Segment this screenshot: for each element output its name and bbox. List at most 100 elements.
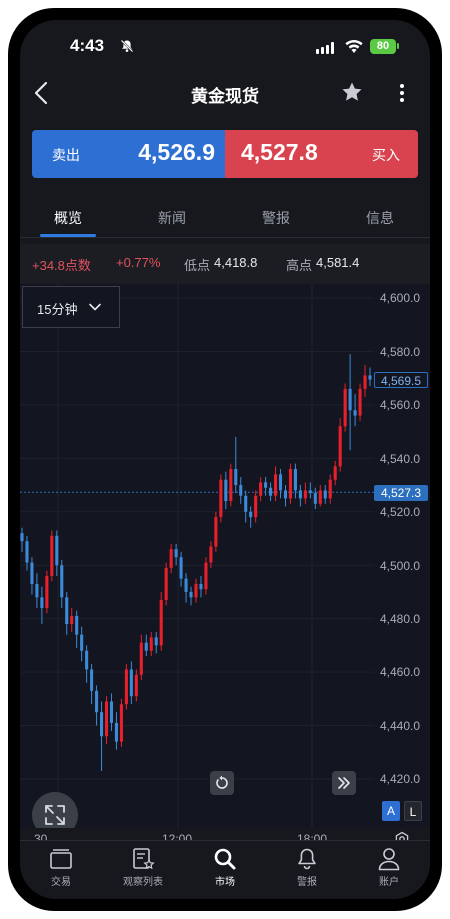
candlestick-plot xyxy=(20,284,374,828)
bottom-tab-label: 观察列表 xyxy=(123,877,163,888)
more-options-icon[interactable] xyxy=(394,82,410,104)
price-axis-label: 4,540.0 xyxy=(380,452,421,466)
candle-body xyxy=(308,490,312,494)
candle-body xyxy=(239,485,243,496)
candle-body xyxy=(338,426,342,467)
candle-body xyxy=(234,469,238,486)
bottom-tab-label: 交易 xyxy=(51,877,71,888)
candle-body xyxy=(353,410,357,416)
price-axis-label: 4,600.0 xyxy=(380,291,421,305)
bottom-tab-label: 市场 xyxy=(215,877,235,888)
candle-body xyxy=(264,482,268,488)
auto-scale-button[interactable]: A xyxy=(382,801,400,821)
timeframe-selector[interactable]: 15分钟 xyxy=(22,286,120,328)
candle-body xyxy=(149,637,153,651)
candle-body xyxy=(313,493,317,504)
candle-body xyxy=(288,469,292,499)
candle-body xyxy=(184,578,188,592)
price-stats-row: +34.8点数 +0.77% 低点 4,418.8 高点 4,581.4 xyxy=(20,244,430,284)
candle-body xyxy=(60,565,64,598)
bottom-tab-trade[interactable]: 交易 xyxy=(20,845,102,895)
candle-body xyxy=(293,469,297,491)
candle-body xyxy=(119,704,123,742)
candle-body xyxy=(154,637,158,646)
favorite-star-icon[interactable] xyxy=(340,80,364,104)
status-time: 4:43 xyxy=(70,36,105,55)
candle-body xyxy=(259,482,263,496)
bottom-tab-account[interactable]: 账户 xyxy=(348,845,430,895)
candle-body xyxy=(100,712,104,737)
candle-body xyxy=(283,490,288,499)
tab-bar: 概览 新闻 警报 信息 xyxy=(20,200,430,238)
battery-icon: 80 xyxy=(370,39,396,54)
price-axis-label: 4,520.0 xyxy=(380,505,421,519)
bottom-tab-alerts[interactable]: 警报 xyxy=(266,845,348,895)
candle-body xyxy=(35,583,39,598)
cellular-signal-icon xyxy=(316,42,336,54)
trade-icon xyxy=(50,849,72,869)
reset-zoom-button[interactable] xyxy=(210,771,234,795)
candle-body xyxy=(343,388,347,427)
price-axis-label: 4,500.0 xyxy=(380,559,421,573)
candle-body xyxy=(50,535,54,576)
candle-body xyxy=(249,511,253,518)
candle-body xyxy=(303,490,307,499)
price-chart[interactable]: 15分钟 4,600.0 4,580.0 4,560.0 4,540.0 4,5… xyxy=(20,284,430,850)
candle-body xyxy=(124,669,128,705)
candle-body xyxy=(244,495,248,512)
tab-news[interactable]: 新闻 xyxy=(158,210,186,226)
candle-body xyxy=(254,495,258,518)
price-axis-label: 4,560.0 xyxy=(380,398,421,412)
candle-body xyxy=(298,490,302,499)
candle-body xyxy=(269,487,273,496)
candle-body xyxy=(70,615,74,625)
app-screen: 4:43 80 黄金现货 卖出 xyxy=(20,20,430,899)
candle-body xyxy=(318,490,322,504)
candle-body xyxy=(139,642,143,675)
double-chevron-right-icon xyxy=(338,777,350,789)
page-title: 黄金现货 xyxy=(191,87,259,106)
bottom-tab-bar: 交易 观察列表 市场 警报 xyxy=(20,840,430,899)
nav-bar: 黄金现货 xyxy=(20,72,430,116)
trade-bar: 卖出 4,526.9 4,527.8 买入 xyxy=(32,130,418,178)
tab-info[interactable]: 信息 xyxy=(366,210,394,226)
high-value: 4,581.4 xyxy=(316,255,360,270)
buy-button[interactable]: 4,527.8 买入 xyxy=(225,130,418,178)
candle-body xyxy=(65,597,69,625)
log-scale-button[interactable]: L xyxy=(404,801,422,821)
candle-body xyxy=(95,690,99,713)
battery-tip xyxy=(397,43,399,49)
candle-body xyxy=(204,562,208,590)
price-axis-label: 4,460.0 xyxy=(380,665,421,679)
candle-body xyxy=(45,575,49,608)
tab-alerts[interactable]: 警报 xyxy=(262,210,290,226)
sell-price: 4,526.9 xyxy=(138,139,215,165)
last-price-tag: 4,569.5 xyxy=(374,372,428,388)
candle-body xyxy=(363,375,367,389)
candle-body xyxy=(80,634,84,651)
price-axis-label: 4,420.0 xyxy=(380,772,421,786)
price-axis-label: 4,580.0 xyxy=(380,345,421,359)
candle-body xyxy=(90,669,94,691)
back-chevron-icon[interactable] xyxy=(30,80,54,106)
candle-body xyxy=(169,549,173,568)
candle-body xyxy=(164,567,168,600)
candle-body xyxy=(194,583,198,598)
jump-to-latest-button[interactable] xyxy=(332,771,356,795)
sell-button[interactable]: 卖出 4,526.9 xyxy=(32,130,225,178)
candle-body xyxy=(159,599,163,646)
buy-price: 4,527.8 xyxy=(241,139,318,165)
timeframe-label: 15分钟 xyxy=(37,302,78,317)
bottom-tab-watchlist[interactable]: 观察列表 xyxy=(102,845,184,895)
candle-body xyxy=(368,375,372,380)
bottom-tab-label: 账户 xyxy=(379,877,399,888)
price-axis-label: 4,480.0 xyxy=(380,612,421,626)
candle-body xyxy=(224,479,228,502)
candle-body xyxy=(40,597,44,608)
active-tab-indicator xyxy=(40,234,96,237)
price-axis-label: 4,440.0 xyxy=(380,719,421,733)
candle-body xyxy=(144,642,148,651)
bottom-tab-market[interactable]: 市场 xyxy=(184,845,266,895)
candle-body xyxy=(214,517,218,547)
tab-overview[interactable]: 概览 xyxy=(54,210,82,226)
